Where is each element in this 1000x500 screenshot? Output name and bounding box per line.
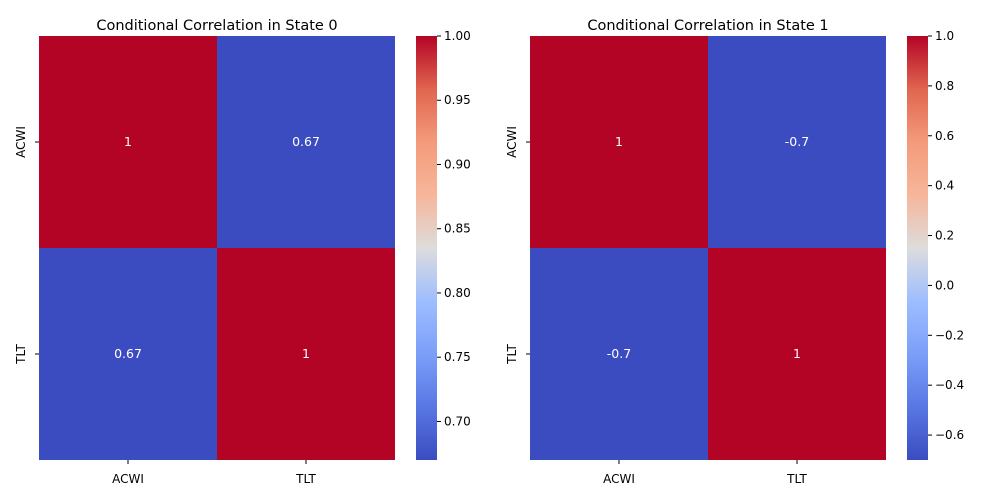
heatmap-cells: 1 -0.7 -0.7 1 (526, 36, 886, 464)
heatmap-cell (530, 248, 708, 460)
colorbar-gradient (416, 36, 437, 460)
chart-title: Conditional Correlation in State 1 (587, 18, 828, 34)
y-tick-labels: ACWI TLT (14, 126, 28, 365)
y-tick-label: ACWI (505, 126, 519, 158)
cell-value-label: 1 (124, 134, 132, 149)
colorbar-tick-label: 0.75 (444, 350, 471, 364)
colorbar-tick-label: 0.90 (444, 157, 471, 171)
heatmap-cell (39, 36, 217, 248)
colorbar-tick-label: 0.0 (935, 278, 954, 292)
y-tick-labels: ACWI TLT (505, 126, 519, 365)
x-tick-label: ACWI (603, 472, 635, 486)
x-tick-label: TLT (786, 472, 807, 486)
y-tick-label: ACWI (14, 126, 28, 158)
colorbar-tick-label: 1.0 (935, 29, 954, 43)
heatmap-cell (217, 36, 395, 248)
colorbar-tick-label: 0.95 (444, 93, 471, 107)
colorbar-tick-label: 0.6 (935, 129, 954, 143)
colorbar-tick-label: 0.85 (444, 222, 471, 236)
cell-value-label: 0.67 (114, 346, 142, 361)
colorbar-tick-label: 0.80 (444, 286, 471, 300)
colorbar-tick-label: 0.2 (935, 229, 954, 243)
heatmap-cell (217, 248, 395, 460)
x-tick-label: TLT (295, 472, 316, 486)
cell-value-label: 1 (302, 346, 310, 361)
colorbar-tick-label: −0.2 (935, 328, 964, 342)
x-tick-label: ACWI (112, 472, 144, 486)
heatmap-cell (708, 248, 886, 460)
colorbar: 0.70 0.75 0.80 0.85 0.90 0.95 1.00 (416, 29, 471, 460)
heatmap-cell (39, 248, 217, 460)
colorbar-tick-label: −0.4 (935, 378, 964, 392)
heatmap-panel-state-0: Conditional Correlation in State 0 1 0.67… (14, 18, 471, 486)
cell-value-label: 0.67 (292, 134, 320, 149)
heatmap-panel-state-1: Conditional Correlation in State 1 1 -0.7… (505, 18, 964, 486)
chart-title: Conditional Correlation in State 0 (96, 18, 337, 34)
y-tick-label: TLT (505, 343, 519, 364)
colorbar-tick-label: 0.4 (935, 179, 954, 193)
x-tick-labels: ACWI TLT (603, 472, 807, 486)
heatmap-cells: 1 0.67 0.67 1 (35, 36, 395, 464)
colorbar-tick-label: −0.6 (935, 428, 964, 442)
cell-value-label: 1 (615, 134, 623, 149)
heatmap-cell (708, 36, 886, 248)
colorbar-tick-label: 0.8 (935, 79, 954, 93)
cell-value-label: -0.7 (785, 134, 809, 149)
heatmap-cell (530, 36, 708, 248)
colorbar: −0.6 −0.4 −0.2 0.0 0.2 0.4 0.6 0.8 1.0 (907, 29, 964, 460)
colorbar-tick-label: 0.70 (444, 414, 471, 428)
y-tick-label: TLT (14, 343, 28, 364)
cell-value-label: 1 (793, 346, 801, 361)
colorbar-gradient (907, 36, 928, 460)
cell-value-label: -0.7 (607, 346, 631, 361)
x-tick-labels: ACWI TLT (112, 472, 316, 486)
colorbar-tick-label: 1.00 (444, 29, 471, 43)
